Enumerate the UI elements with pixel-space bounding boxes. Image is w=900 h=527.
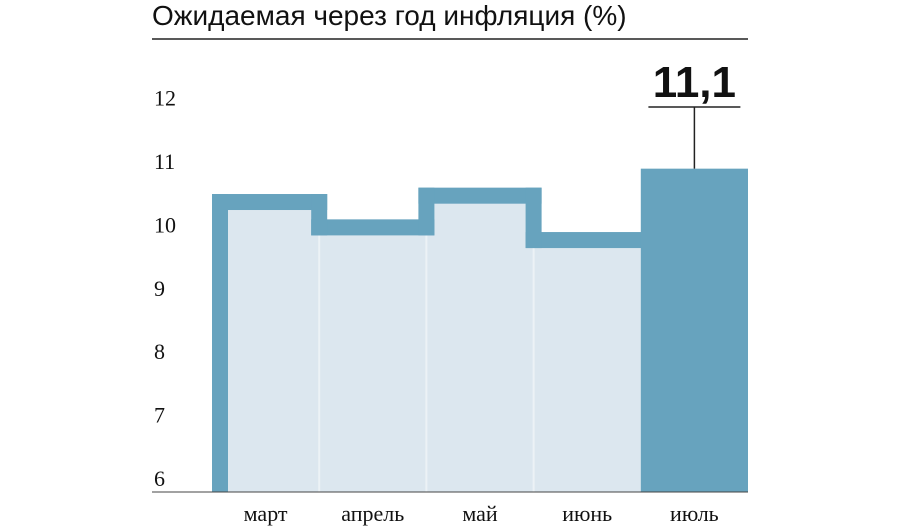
bar-fill-март: [212, 194, 320, 492]
y-axis-ticks: 6 7 8 9 10 11 12: [154, 86, 176, 491]
bar-июль-highlight: [640, 168, 748, 492]
bar-fill-апрель: [319, 219, 427, 492]
y-tick-label: 7: [154, 403, 165, 428]
x-category-label: июль: [670, 501, 719, 526]
x-category-label: июнь: [562, 501, 612, 526]
y-tick-label: 8: [154, 339, 165, 364]
x-category-label: март: [244, 501, 288, 526]
bar-fill-май: [426, 187, 534, 492]
plot-area: [212, 168, 748, 492]
bar-июнь: [525, 232, 649, 249]
x-category-label: май: [462, 501, 498, 526]
bar-март: [212, 194, 328, 211]
y-tick-label: 9: [154, 276, 165, 301]
bar-май: [418, 187, 542, 204]
bar-fill-июнь: [533, 232, 641, 492]
outline-left-edge: [212, 194, 228, 492]
outline-step: [418, 187, 435, 236]
outline-step: [525, 187, 542, 249]
highlight-value-label: 11,1: [653, 58, 736, 107]
highlight-callout: 11,1: [648, 58, 741, 169]
outline-step: [311, 194, 328, 236]
y-tick-label: 10: [154, 212, 176, 237]
y-tick-label: 11: [154, 149, 175, 174]
y-tick-label: 12: [154, 86, 176, 111]
chart-title: Ожидаемая через год инфляция (%): [152, 0, 627, 31]
x-axis-categories: март апрель май июнь июль: [244, 501, 719, 526]
y-tick-label: 6: [154, 466, 165, 491]
x-category-label: апрель: [341, 501, 404, 526]
bar-апрель: [311, 219, 435, 236]
